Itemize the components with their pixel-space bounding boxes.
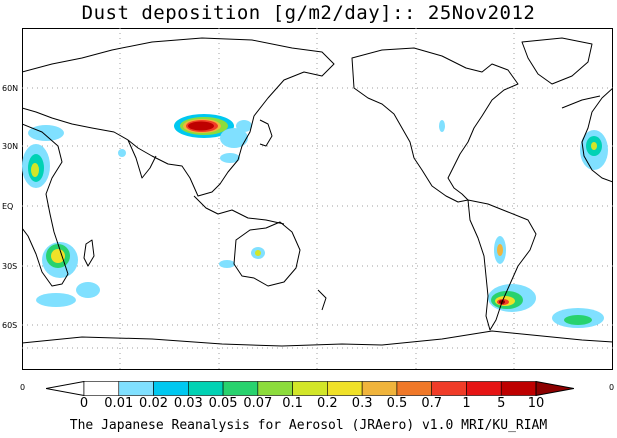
colorbar-tick-label: 0.5 xyxy=(386,396,408,411)
colorbar-box xyxy=(327,381,363,396)
colorbar-tick-label: 0.05 xyxy=(208,396,238,411)
lat-label-30s: 30S xyxy=(2,262,18,271)
dust-field xyxy=(22,114,608,328)
colorbar-tick-label: 0.02 xyxy=(139,396,169,411)
map-title: Dust deposition [g/m2/day]:: 25Nov2012 xyxy=(81,2,536,24)
colorbar-left-triangle xyxy=(46,381,85,396)
credit-line: The Japanese Reanalysis for Aerosol (JRA… xyxy=(69,418,548,433)
colorbar-box xyxy=(118,381,154,396)
colorbar-box xyxy=(153,381,189,396)
colorbar-tick-label: 0.3 xyxy=(351,396,373,411)
colorbar-tick-label: 0.07 xyxy=(243,396,273,411)
graticule xyxy=(22,28,613,370)
colorbar-tick-label: 0.7 xyxy=(421,396,443,411)
colorbar-box xyxy=(431,381,467,396)
coastlines xyxy=(22,37,613,347)
colorbar-tick-label: 0.03 xyxy=(173,396,203,411)
axis-zero-right: 0 xyxy=(609,383,615,392)
axis-zero-left: 0 xyxy=(20,383,26,392)
colorbar-box xyxy=(292,381,328,396)
colorbar-box xyxy=(361,381,398,396)
colorbar xyxy=(46,381,574,396)
colorbar-tick-label: 10 xyxy=(527,396,545,411)
lat-label-60n: 60N xyxy=(2,84,19,93)
colorbar-box xyxy=(396,381,432,396)
lat-label-30n: 30N xyxy=(2,142,19,151)
lat-label-60s: 60S xyxy=(2,321,18,330)
colorbar-tick-label: 1 xyxy=(462,396,471,411)
colorbar-box xyxy=(222,381,259,396)
colorbar-box xyxy=(500,381,537,396)
colorbar-tick-label: 0.1 xyxy=(282,396,303,411)
colorbar-tick-label: 0.2 xyxy=(317,396,338,411)
colorbar-box xyxy=(466,381,502,396)
map-plot xyxy=(22,28,613,370)
colorbar-tick-label: 5 xyxy=(497,396,506,411)
colorbar-tick-label: 0.01 xyxy=(104,396,134,411)
colorbar-box xyxy=(188,381,224,396)
colorbar-tick-label: 0 xyxy=(79,396,89,411)
lat-label-eq: EQ xyxy=(2,202,14,211)
colorbar-box xyxy=(83,381,120,396)
colorbar-box xyxy=(257,381,293,396)
colorbar-right-triangle xyxy=(535,381,574,396)
